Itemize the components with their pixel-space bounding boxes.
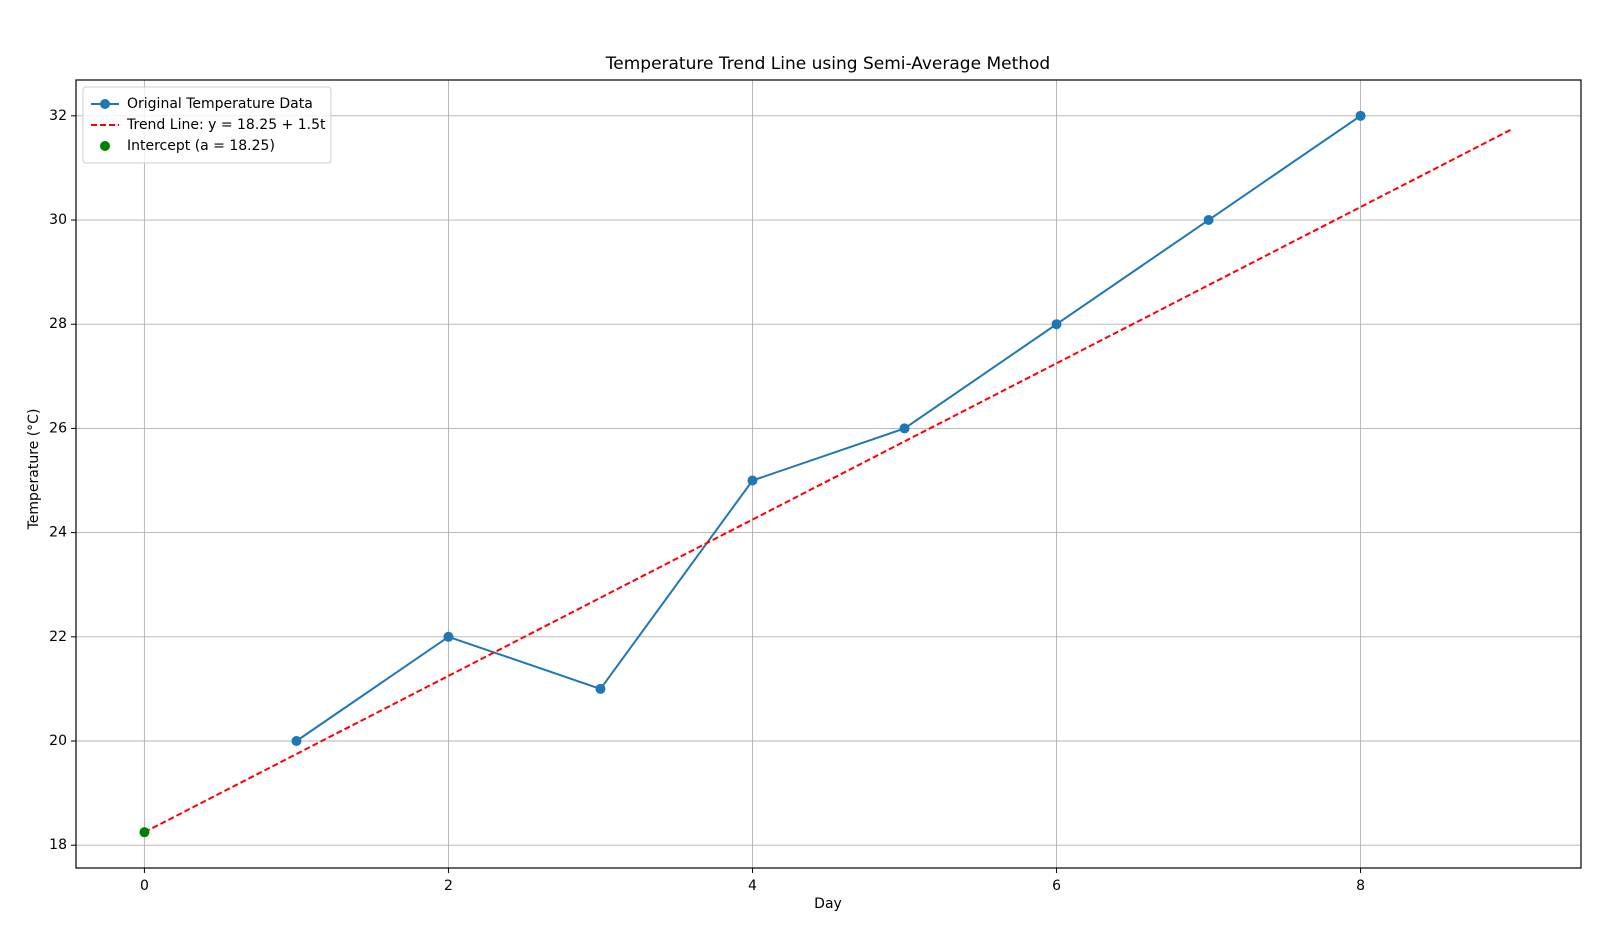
data-point [899, 423, 910, 434]
data-point [747, 475, 758, 486]
y-tick-label: 22 [49, 629, 67, 645]
y-axis-label: Temperature (°C) [26, 409, 42, 531]
data-point [1051, 319, 1062, 330]
y-tick-label: 32 [49, 108, 67, 124]
legend-label: Trend Line: y = 18.25 + 1.5t [126, 117, 326, 133]
data-point [291, 736, 302, 747]
data-point [139, 827, 150, 838]
y-tick-label: 26 [49, 420, 67, 436]
plot-frame [75, 79, 1582, 869]
x-tick-label: 8 [1356, 878, 1365, 894]
legend-marker [100, 141, 110, 151]
x-axis-label: Day [814, 896, 842, 912]
legend-marker [100, 99, 110, 109]
y-tick-label: 24 [49, 525, 67, 541]
data-point [595, 683, 606, 694]
legend-box [82, 86, 332, 164]
y-tick-label: 28 [49, 316, 67, 332]
x-tick-label: 4 [748, 878, 757, 894]
x-tick-label: 0 [140, 878, 149, 894]
series-line [295, 114, 1362, 742]
data-point [443, 631, 454, 642]
y-tick-label: 18 [49, 837, 67, 853]
x-tick-label: 6 [1052, 878, 1061, 894]
series-line [143, 127, 1514, 834]
legend-label: Intercept (a = 18.25) [127, 138, 275, 154]
chart-title: Temperature Trend Line using Semi-Averag… [605, 54, 1050, 74]
x-tick-label: 2 [444, 878, 453, 894]
y-tick-label: 20 [49, 733, 67, 749]
data-point [1203, 215, 1214, 226]
y-tick-label: 30 [49, 212, 67, 228]
legend-label: Original Temperature Data [127, 96, 313, 112]
data-point [1355, 110, 1366, 121]
